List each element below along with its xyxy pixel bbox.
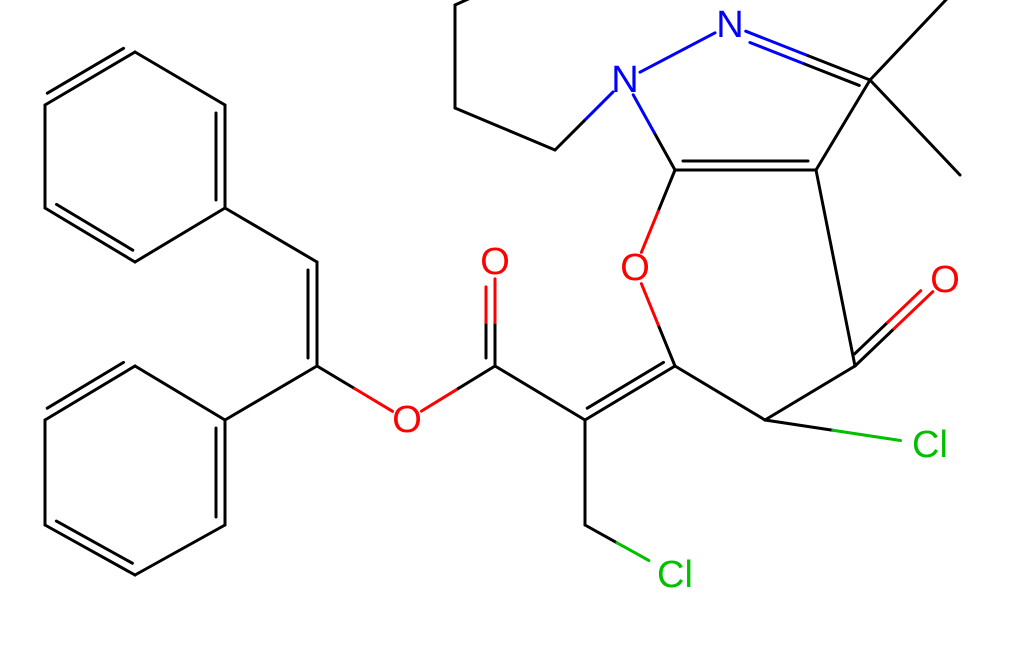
bond [870, 80, 960, 175]
cl-atom-label: Cl [657, 554, 693, 596]
bond [458, 366, 495, 389]
molecule-diagram: O O Cl Cl O O N N [0, 0, 1028, 667]
bond [585, 366, 675, 420]
bond [658, 325, 675, 366]
bond [421, 389, 458, 412]
bond [584, 92, 613, 121]
bond [640, 33, 715, 72]
bond [587, 362, 663, 408]
bond [765, 420, 833, 430]
cl-atom-label: Cl [912, 424, 948, 466]
bond [45, 366, 135, 420]
bond [495, 366, 585, 420]
bond [617, 543, 649, 561]
bond [45, 52, 135, 105]
bond [135, 52, 225, 105]
bond [225, 366, 317, 420]
bond [47, 362, 123, 408]
bond [585, 525, 617, 543]
bond [56, 204, 132, 250]
bond [135, 525, 225, 575]
bond [135, 208, 225, 262]
bond [816, 80, 870, 170]
o-atom-label: O [620, 247, 650, 289]
bond [225, 208, 317, 262]
o-atom-label: O [930, 259, 960, 301]
bond [317, 366, 355, 389]
bond [555, 121, 584, 150]
bond [56, 521, 132, 563]
o-atom-label: O [480, 241, 510, 283]
bond [816, 170, 855, 366]
bond [675, 366, 765, 420]
o-atom-label: O [392, 399, 422, 441]
n-atom-label: N [611, 59, 638, 101]
bond [833, 430, 901, 440]
bond [455, 0, 555, 5]
bond [654, 132, 675, 170]
bond [455, 108, 555, 150]
bond [765, 366, 855, 420]
bond [658, 170, 675, 211]
bond [135, 366, 225, 420]
bond [750, 42, 805, 63]
bond [641, 284, 658, 325]
bond [870, 0, 960, 80]
n-atom-label: N [716, 4, 743, 46]
bond [355, 389, 393, 412]
bond [45, 525, 135, 575]
bond [47, 48, 123, 93]
bond [805, 64, 860, 85]
bond [45, 208, 135, 262]
